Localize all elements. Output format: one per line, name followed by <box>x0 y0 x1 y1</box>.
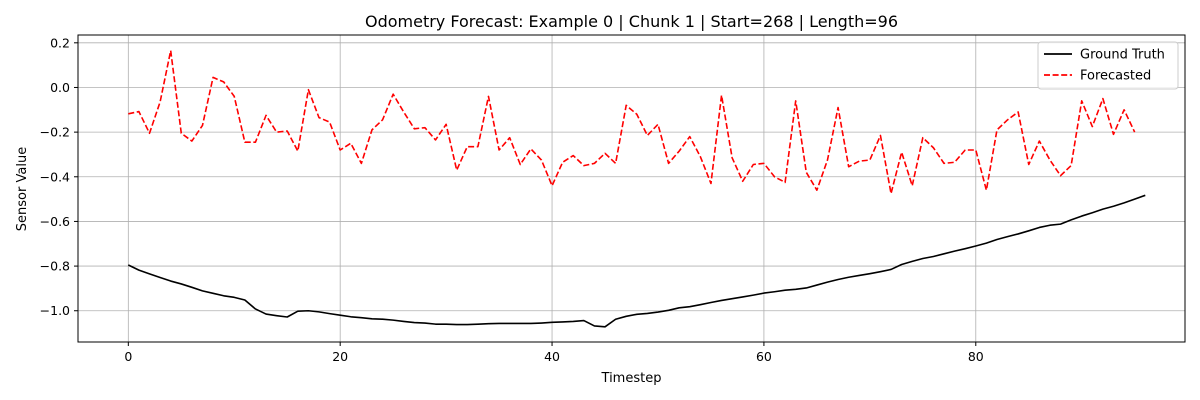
chart-title: Odometry Forecast: Example 0 | Chunk 1 |… <box>365 12 898 31</box>
legend-label-ground-truth: Ground Truth <box>1080 48 1165 63</box>
y-tick-label: −0.8 <box>40 259 70 274</box>
x-tick-label: 60 <box>756 349 772 364</box>
legend-label-forecasted: Forecasted <box>1080 69 1151 84</box>
legend: Ground Truth Forecasted <box>1037 41 1179 90</box>
x-axis-label: Timestep <box>601 371 662 386</box>
y-tick-label: 0.0 <box>50 80 70 95</box>
x-tick-label: 20 <box>332 349 348 364</box>
x-tick-label: 0 <box>124 349 132 364</box>
grid <box>78 35 1185 342</box>
series-line-ground-truth <box>127 194 1146 328</box>
axes: 0 20 40 60 80 −1.0 −0.8 −0.6 −0.4 −0.2 0.0 0.2 <box>40 34 1186 364</box>
y-tick-label: −1.0 <box>40 303 70 318</box>
x-tick-label: 40 <box>544 349 560 364</box>
y-tick-label: 0.2 <box>50 35 70 50</box>
series-layer <box>127 49 1146 328</box>
legend-box <box>1037 41 1179 90</box>
plot-frame <box>77 34 1186 343</box>
y-tick-label: −0.4 <box>40 169 70 184</box>
y-tick-label: −0.2 <box>40 125 70 140</box>
y-tick-label: −0.6 <box>40 214 70 229</box>
series-line-forecasted <box>128 49 1136 195</box>
y-axis-label: Sensor Value <box>15 147 30 231</box>
x-tick-label: 80 <box>968 349 984 364</box>
